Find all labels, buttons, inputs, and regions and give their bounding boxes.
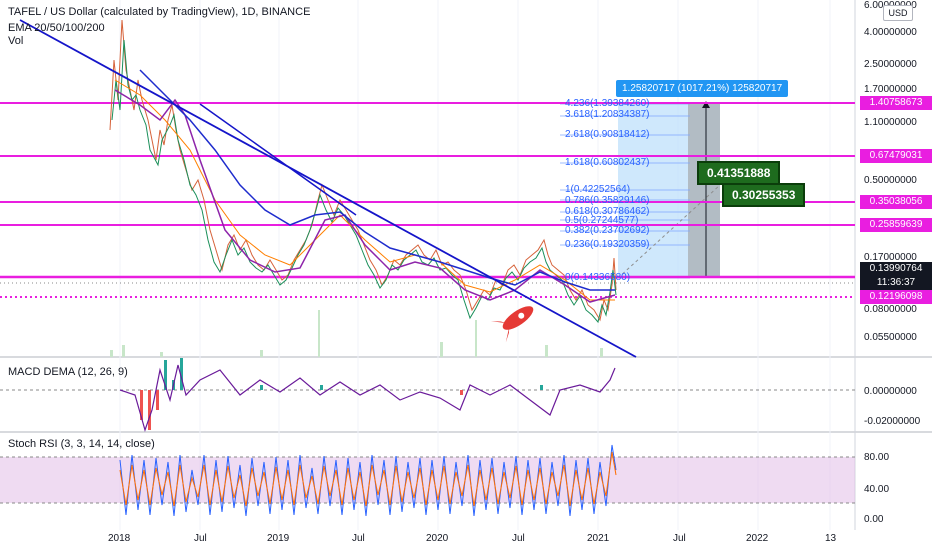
time-label: 2019: [267, 533, 290, 544]
svg-text:40.00: 40.00: [864, 484, 889, 495]
svg-text:-0.02000000: -0.02000000: [864, 416, 921, 427]
trendline-secondary: [199, 103, 357, 216]
macd-line: [119, 364, 616, 432]
time-label: 2021: [587, 533, 610, 544]
level-badge-5: 0.12196098: [860, 290, 932, 304]
fib-label: 1.618(0.60802437): [565, 157, 650, 168]
chart-title: TAFEL / US Dollar (calculated by Trading…: [8, 6, 311, 18]
time-label: 2022: [746, 533, 769, 544]
svg-text:0.00000000: 0.00000000: [864, 386, 917, 397]
svg-text:0.08000000: 0.08000000: [864, 304, 917, 315]
svg-text:1.10000000: 1.10000000: [864, 117, 917, 128]
fib-label: 0.5(0.27244577): [565, 215, 639, 226]
svg-text:0.00: 0.00: [864, 514, 884, 525]
level-badge-3: 0.35038056: [860, 195, 932, 209]
svg-text:0.50000000: 0.50000000: [864, 175, 917, 186]
fib-label: 0.786(0.35829146): [565, 195, 650, 206]
current-price-badge: 0.13990764: [860, 262, 932, 276]
countdown-badge: 11:36:37: [860, 276, 932, 290]
level-badge-4: 0.25859639: [860, 218, 932, 232]
fib-dash: [617, 184, 721, 279]
ema-purple: [114, 89, 616, 303]
fib-label: 0.382(0.23702692): [565, 225, 650, 236]
ema-legend[interactable]: EMA 20/50/100/200: [8, 22, 105, 34]
fib-label: 3.618(1.20834387): [565, 109, 650, 120]
volume-legend[interactable]: Vol: [8, 35, 24, 47]
callout-second[interactable]: 0.30255353: [722, 183, 806, 207]
rocket-icon: [490, 306, 534, 343]
fib-label: 1(0.42252564): [565, 184, 631, 195]
time-label: Jul: [194, 533, 207, 544]
measure-label: 1.25820717 (1017.21%) 125820717: [616, 80, 789, 97]
price-series-2: [111, 39, 617, 324]
time-label: 2020: [426, 533, 449, 544]
fib-label: 2.618(0.90818412): [565, 129, 650, 140]
fib-label: 4.236(1.39384260): [565, 98, 650, 109]
fib-label: 0.236(0.19320359): [565, 239, 650, 250]
level-badge-2: 0.67479031: [860, 149, 932, 163]
measure-box-dark: [688, 102, 720, 278]
stoch-label[interactable]: Stoch RSI (3, 3, 14, 14, close): [8, 438, 155, 450]
currency-button[interactable]: USD: [883, 5, 913, 21]
time-label: 2018: [108, 533, 131, 544]
time-label: Jul: [512, 533, 525, 544]
time-label: 13: [825, 533, 837, 544]
time-label: Jul: [352, 533, 365, 544]
ema-orange: [114, 79, 615, 301]
fib-label: 0.618(0.30786462): [565, 206, 650, 217]
ema-blue: [139, 69, 615, 291]
time-label: Jul: [673, 533, 686, 544]
svg-text:0.17000000: 0.17000000: [864, 252, 917, 263]
svg-text:0.05500000: 0.05500000: [864, 332, 917, 343]
svg-text:80.00: 80.00: [864, 452, 889, 463]
svg-text:2.50000000: 2.50000000: [864, 59, 917, 70]
trendline-main: [19, 19, 637, 358]
fib-label: 0(0.14336580): [565, 272, 631, 283]
stoch-d: [119, 451, 617, 507]
svg-text:4.00000000: 4.00000000: [864, 27, 917, 38]
volume-bars: [110, 310, 603, 357]
svg-text:1.70000000: 1.70000000: [864, 84, 917, 95]
level-badge-1: 1.40758673: [860, 96, 932, 110]
macd-label[interactable]: MACD DEMA (12, 26, 9): [8, 366, 128, 378]
callout-first[interactable]: 0.41351888: [697, 161, 781, 185]
